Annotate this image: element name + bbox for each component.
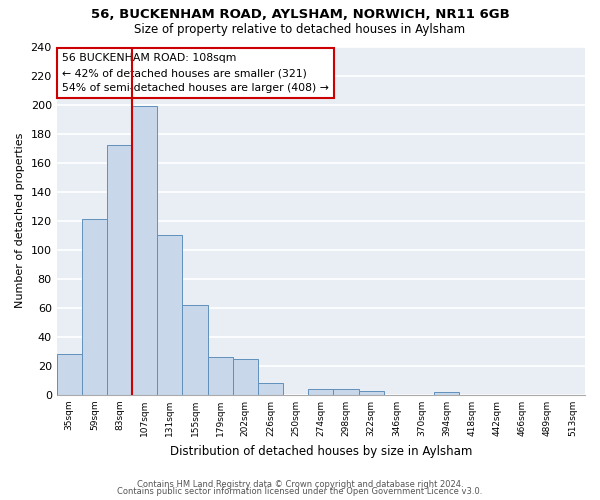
Bar bbox=[258, 384, 283, 395]
Y-axis label: Number of detached properties: Number of detached properties bbox=[15, 133, 25, 308]
Text: Contains public sector information licensed under the Open Government Licence v3: Contains public sector information licen… bbox=[118, 488, 482, 496]
Bar bbox=[56, 354, 82, 395]
Bar bbox=[132, 106, 157, 395]
Bar bbox=[359, 390, 384, 395]
Bar bbox=[334, 389, 359, 395]
Bar bbox=[107, 145, 132, 395]
Text: 56, BUCKENHAM ROAD, AYLSHAM, NORWICH, NR11 6GB: 56, BUCKENHAM ROAD, AYLSHAM, NORWICH, NR… bbox=[91, 8, 509, 20]
Bar bbox=[208, 357, 233, 395]
Bar bbox=[182, 305, 208, 395]
X-axis label: Distribution of detached houses by size in Aylsham: Distribution of detached houses by size … bbox=[170, 444, 472, 458]
Bar bbox=[308, 389, 334, 395]
Bar bbox=[434, 392, 459, 395]
Bar bbox=[82, 220, 107, 395]
Bar bbox=[233, 358, 258, 395]
Text: Size of property relative to detached houses in Aylsham: Size of property relative to detached ho… bbox=[134, 22, 466, 36]
Text: Contains HM Land Registry data © Crown copyright and database right 2024.: Contains HM Land Registry data © Crown c… bbox=[137, 480, 463, 489]
Text: 56 BUCKENHAM ROAD: 108sqm
← 42% of detached houses are smaller (321)
54% of semi: 56 BUCKENHAM ROAD: 108sqm ← 42% of detac… bbox=[62, 54, 329, 93]
Bar bbox=[157, 235, 182, 395]
